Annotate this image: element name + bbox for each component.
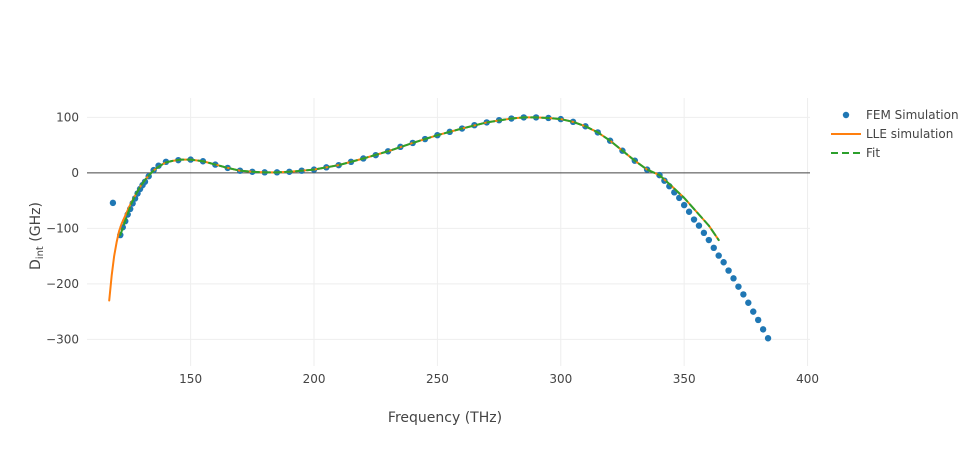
fem-point — [710, 244, 717, 252]
legend-marker-fem — [842, 111, 850, 119]
y-axis-title-unit: (GHz) — [28, 202, 44, 246]
fem-point — [754, 316, 762, 324]
fem-point — [715, 252, 722, 259]
y-tick-label: −100 — [46, 221, 79, 235]
y-axis-title-main: D — [28, 259, 44, 270]
x-axis-title: Frequency (THz) — [388, 410, 502, 426]
fem-point — [740, 291, 747, 298]
y-tick-label: 100 — [56, 110, 79, 124]
fem-point — [109, 199, 117, 207]
fem-point — [680, 201, 688, 209]
y-axis-title: Dint (GHz) — [28, 202, 46, 270]
legend-label-fit: Fit — [866, 146, 880, 160]
x-tick-label: 200 — [303, 372, 326, 386]
fem-point — [685, 208, 693, 215]
fem-point — [725, 267, 732, 274]
y-axis-ticks: 100 0 −100 −200 −300 — [46, 110, 79, 346]
legend-item-fem[interactable]: FEM Simulation — [842, 108, 959, 122]
y-tick-label: −300 — [46, 332, 79, 346]
fem-point — [690, 216, 698, 223]
x-tick-label: 300 — [549, 372, 572, 386]
legend-item-fit[interactable]: Fit — [831, 146, 880, 160]
fem-point — [750, 308, 757, 315]
x-tick-label: 250 — [426, 372, 449, 386]
y-axis-title-sub: int — [35, 246, 46, 259]
fem-point — [735, 283, 742, 290]
x-axis-ticks: 150 200 250 300 350 400 — [179, 372, 819, 386]
x-tick-label: 350 — [673, 372, 696, 386]
x-tick-label: 400 — [796, 372, 819, 386]
legend: FEM Simulation LLE simulation Fit — [831, 108, 959, 160]
series-fem-markers — [109, 114, 772, 342]
fem-point — [730, 275, 737, 282]
fem-point — [720, 259, 727, 266]
fem-point — [745, 299, 752, 306]
fem-point — [764, 335, 772, 342]
y-tick-label: −200 — [46, 277, 79, 291]
legend-label-fem: FEM Simulation — [866, 108, 959, 122]
legend-label-lle: LLE simulation — [866, 127, 953, 141]
fem-point — [759, 326, 767, 333]
fem-point — [700, 229, 708, 237]
fem-point — [695, 222, 703, 229]
x-tick-label: 150 — [179, 372, 202, 386]
fem-point — [705, 236, 713, 244]
fem-point — [676, 194, 683, 202]
series — [108, 114, 772, 342]
y-tick-label: 0 — [71, 166, 79, 180]
grid — [87, 98, 810, 366]
legend-item-lle[interactable]: LLE simulation — [831, 127, 953, 141]
series-fit-line — [119, 116, 720, 242]
